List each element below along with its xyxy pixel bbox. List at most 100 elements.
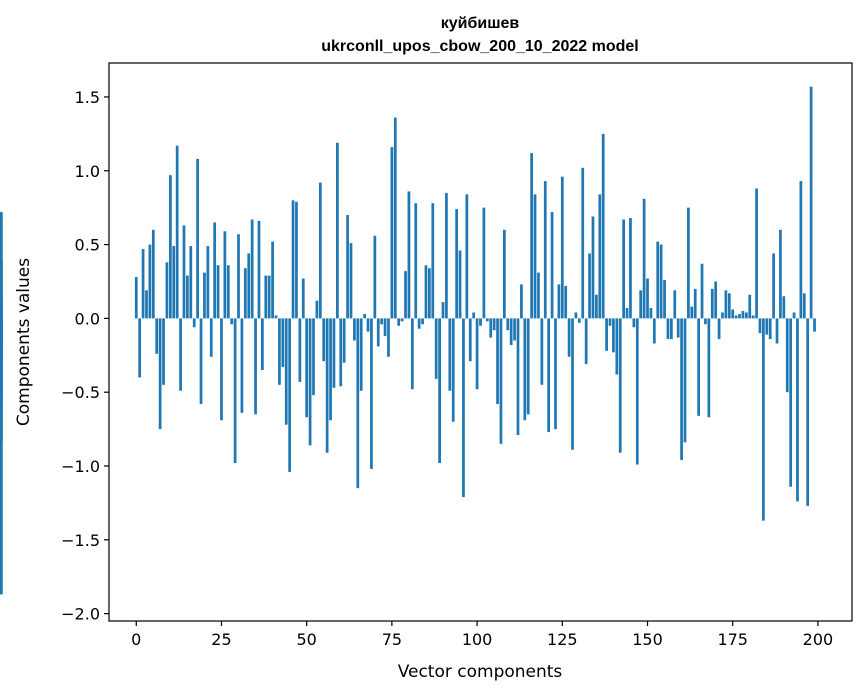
bar — [155, 318, 159, 354]
bar — [390, 147, 394, 319]
bar — [768, 318, 772, 340]
bar — [414, 203, 418, 319]
bar — [274, 315, 278, 319]
bar — [138, 318, 142, 378]
bar — [605, 318, 608, 351]
bar — [639, 290, 643, 319]
y-tick-label: 1.5 — [75, 88, 100, 107]
bar — [158, 318, 162, 430]
bar — [349, 243, 353, 319]
bar — [673, 290, 677, 319]
bar — [165, 262, 169, 319]
bar — [738, 313, 741, 319]
bar — [267, 275, 271, 319]
bar — [264, 275, 268, 319]
y-tick-label: 1.0 — [75, 162, 100, 181]
bar — [438, 318, 441, 464]
bar — [635, 318, 639, 465]
bar — [209, 318, 213, 357]
bar — [134, 277, 138, 319]
bar — [226, 265, 230, 319]
bar — [342, 318, 346, 363]
bar — [298, 318, 302, 382]
bar — [530, 153, 533, 319]
bar — [199, 318, 203, 404]
y-tick-label: −1.0 — [61, 457, 100, 476]
bar — [305, 318, 309, 418]
bar — [312, 318, 315, 396]
bar — [468, 318, 472, 362]
bar — [683, 318, 687, 443]
bar — [475, 318, 479, 390]
bar — [213, 222, 217, 319]
bar — [765, 318, 769, 335]
bar — [179, 318, 182, 391]
chart-title: куйбишев — [441, 15, 520, 32]
bar — [779, 229, 782, 319]
bar — [642, 198, 646, 319]
bar — [646, 278, 649, 319]
bar — [629, 218, 632, 319]
bar — [329, 318, 332, 421]
bar — [601, 133, 605, 319]
bar — [295, 201, 298, 319]
bar — [233, 318, 237, 464]
bar — [220, 318, 223, 421]
x-tick-label: 200 — [803, 630, 834, 649]
bar — [727, 293, 731, 319]
x-tick-label: 175 — [717, 630, 748, 649]
bar — [772, 253, 775, 319]
bar — [499, 318, 503, 444]
bar — [813, 318, 816, 332]
bar — [175, 145, 179, 319]
bar — [148, 244, 152, 319]
bar — [700, 263, 704, 319]
bar — [216, 265, 220, 319]
bar — [254, 318, 257, 415]
bar — [717, 318, 721, 340]
bar — [775, 318, 779, 344]
bar — [387, 318, 390, 357]
y-tick-label: −1.5 — [61, 531, 100, 550]
bar — [652, 318, 656, 344]
bar — [751, 315, 755, 319]
bar — [571, 318, 574, 450]
bar — [526, 318, 530, 415]
bar — [748, 294, 752, 319]
bar — [755, 188, 758, 319]
bar — [288, 318, 291, 472]
bar — [496, 318, 499, 404]
bar — [588, 253, 591, 319]
bar — [666, 318, 670, 340]
bar — [612, 318, 615, 353]
x-axis-label: Vector components — [398, 662, 563, 682]
bar — [560, 176, 564, 319]
bar — [598, 194, 602, 319]
bar — [370, 318, 373, 469]
bar — [591, 216, 595, 319]
bar — [0, 318, 3, 595]
bar — [451, 318, 455, 422]
bar — [366, 318, 370, 332]
bar — [516, 318, 520, 435]
bar — [284, 318, 288, 425]
bar — [383, 318, 387, 337]
x-tick-label: 150 — [632, 630, 663, 649]
bar — [782, 296, 786, 319]
bar — [533, 194, 537, 319]
bar — [622, 219, 626, 319]
x-tick-label: 100 — [462, 630, 493, 649]
bar — [721, 312, 724, 319]
bar — [680, 318, 683, 461]
bar — [356, 318, 360, 489]
bar — [479, 318, 482, 326]
bar — [230, 318, 234, 325]
bar — [141, 249, 145, 319]
bar — [441, 302, 445, 319]
bar — [291, 200, 295, 319]
bar — [240, 318, 244, 413]
bar — [325, 318, 329, 453]
bar — [359, 318, 363, 391]
bar — [758, 318, 762, 334]
bar — [564, 285, 568, 319]
